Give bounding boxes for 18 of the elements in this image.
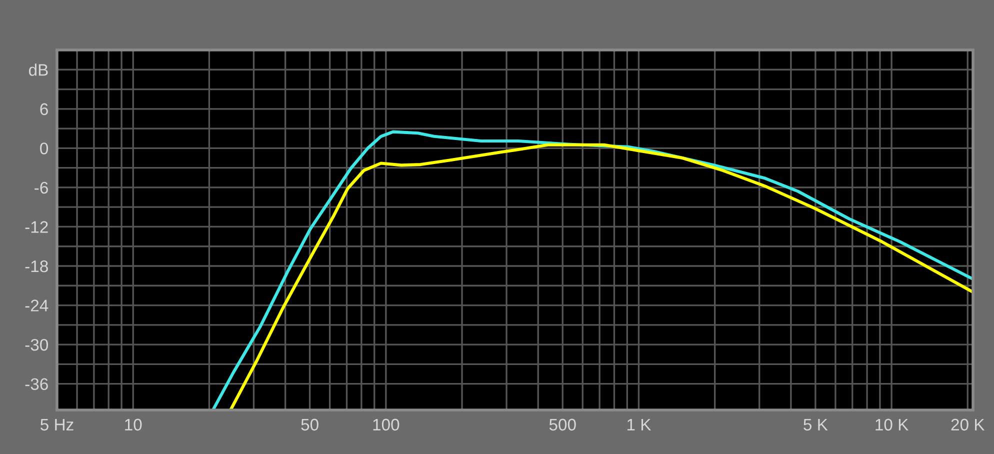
x-tick-label: 5 K — [804, 418, 828, 431]
x-tick-label: 10 K — [876, 418, 908, 431]
y-tick-label: dB — [28, 64, 48, 76]
x-tick-label: 1 K — [627, 418, 652, 430]
x-tick-label: 5 Hz — [40, 418, 74, 431]
y-tick-label: -24 — [25, 300, 48, 312]
x-tick-label: 50 — [301, 418, 318, 431]
x-tick-label: 20 K — [951, 418, 985, 431]
y-tick-label: 0 — [40, 142, 48, 154]
y-tick-label: -18 — [25, 260, 48, 272]
x-tick-label: 10 — [125, 418, 142, 431]
x-tick-label: 500 — [549, 418, 576, 431]
y-tick-label: -30 — [25, 338, 48, 351]
y-tick-label: 6 — [40, 103, 48, 116]
y-tick-label: -36 — [25, 378, 48, 390]
x-tick-label: 100 — [373, 418, 400, 431]
y-tick-label: -12 — [25, 221, 48, 233]
y-tick-label: -6 — [34, 182, 48, 194]
